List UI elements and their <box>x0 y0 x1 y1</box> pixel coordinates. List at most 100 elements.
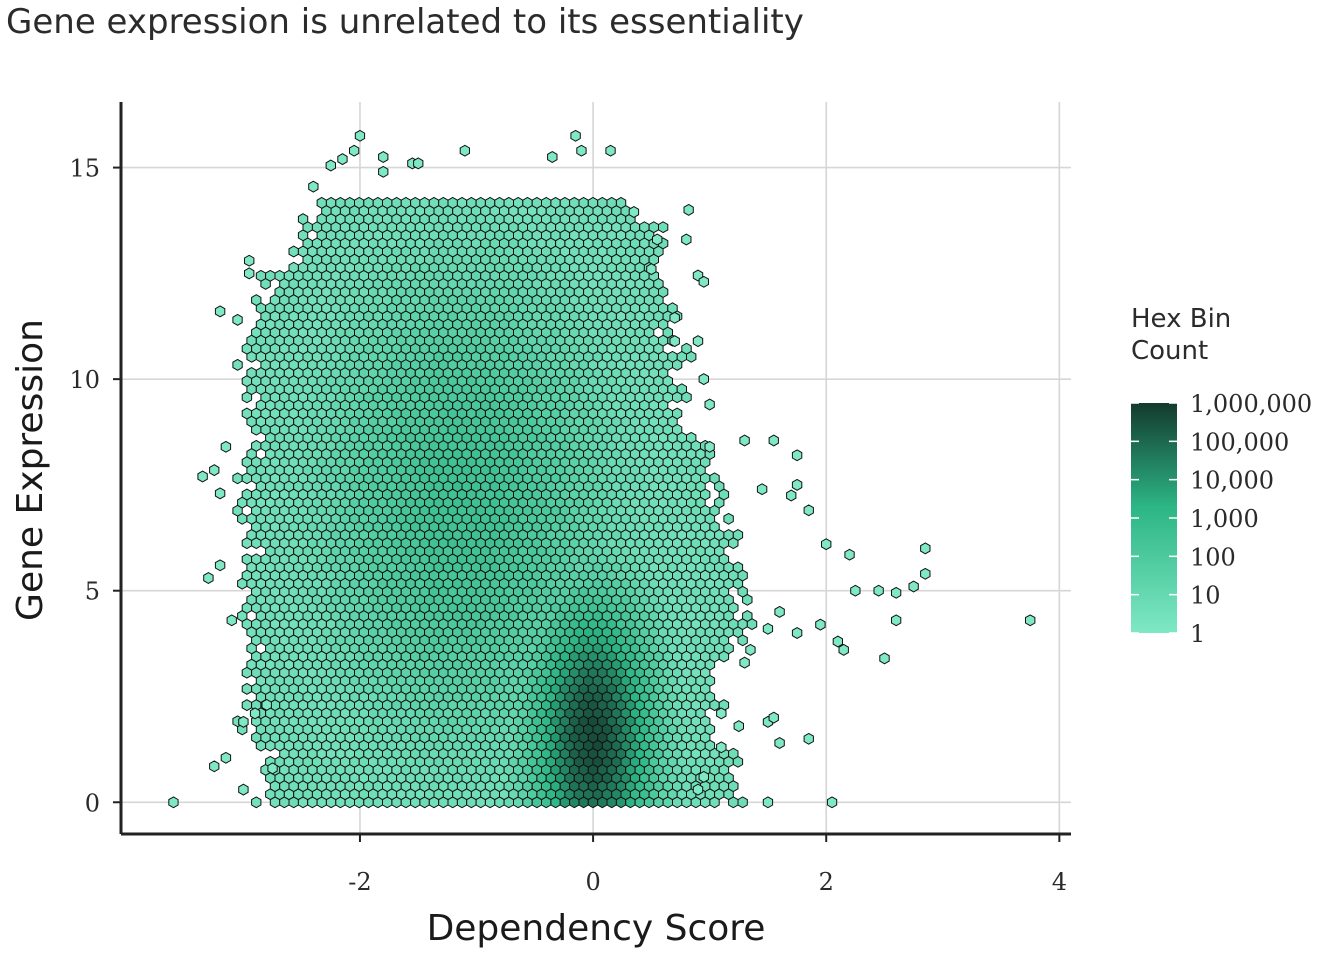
hex-bin-outlier <box>197 470 208 483</box>
hex-bin-outlier <box>908 580 919 593</box>
hex-bin <box>400 196 412 209</box>
hex-bin-outlier <box>238 715 249 728</box>
hex-bin-outlier <box>214 305 226 318</box>
hex-bin-outlier <box>646 263 657 276</box>
legend-label: 10 <box>1190 582 1221 610</box>
hex-bin <box>447 196 458 209</box>
hex-bin-outlier <box>873 584 884 597</box>
hex-bin-outlier <box>214 487 226 500</box>
hex-bin-outlier <box>920 567 931 580</box>
hex-bin <box>723 512 734 525</box>
legend-title-line2: Count <box>1131 336 1208 366</box>
hex-bin-outlier <box>214 559 226 572</box>
hex-bin <box>484 196 496 209</box>
hex-bin <box>251 796 262 809</box>
hex-bin-outlier <box>378 165 389 178</box>
hex-bin-outlier <box>698 770 709 783</box>
hex-bin-outlier <box>832 635 843 648</box>
color-legend: Hex Bin Count 1,000,000 100,000 10,000 1,00… <box>1131 304 1312 648</box>
hex-bin-outlier <box>249 707 261 720</box>
hex-bin-outlier <box>168 796 179 809</box>
x-tick-label: 0 <box>585 868 600 896</box>
hex-bin-outlier <box>733 720 744 733</box>
hex-bin-outlier <box>337 153 348 166</box>
hex-bin <box>391 196 402 209</box>
hex-bin-outlier <box>803 732 814 745</box>
hex-bin <box>325 196 337 209</box>
hex-bin-outlier <box>756 483 768 496</box>
y-tick-label: 10 <box>69 366 100 394</box>
hex-bin-outlier <box>826 796 838 809</box>
y-tick-label: 0 <box>85 789 100 817</box>
hex-bin-outlier <box>354 129 366 142</box>
hex-bin <box>297 213 309 226</box>
hex-bin <box>615 196 627 209</box>
hex-bin-outlier <box>605 144 616 157</box>
hex-bin-outlier <box>774 737 785 749</box>
hex-bin-outlier <box>232 313 243 326</box>
hex-bin-outlier <box>762 622 774 635</box>
y-axis-ticks: 0 5 10 15 <box>69 155 121 817</box>
hex-bin <box>255 269 267 282</box>
hex-bin <box>513 196 524 209</box>
hex-bin <box>241 682 253 695</box>
hex-bin <box>732 561 744 574</box>
hex-bin <box>728 747 739 760</box>
hex-bin <box>597 196 608 209</box>
legend-label: 10,000 <box>1190 467 1274 495</box>
hex-bin <box>559 196 571 209</box>
legend-label: 1,000 <box>1190 505 1259 533</box>
hex-bin-outlier <box>209 464 220 477</box>
hex-bin <box>541 196 552 209</box>
hex-bin <box>456 196 468 209</box>
hex-bin <box>335 196 346 209</box>
hex-bin-outlier <box>745 643 756 656</box>
hex-bin-outlier <box>683 203 694 216</box>
hex-bin <box>742 610 753 622</box>
y-axis-title: Gene Expression <box>10 319 51 621</box>
legend-label: 100 <box>1190 543 1236 571</box>
hex-bin-outlier <box>378 151 389 163</box>
hex-bin-outlier <box>413 157 424 170</box>
hex-bin-outlier <box>681 233 692 246</box>
hex-bin-outlier <box>739 434 750 447</box>
hex-bin-outlier <box>203 572 214 584</box>
x-tick-label: -2 <box>348 868 371 896</box>
hex-bin-outlier <box>791 627 803 639</box>
legend-label: 1 <box>1190 620 1205 648</box>
x-axis-title: Dependency Score <box>427 908 766 949</box>
hex-bin <box>265 269 276 282</box>
hex-bin <box>658 221 669 234</box>
hex-bin-outlier <box>267 762 278 775</box>
hex-bin <box>438 196 449 209</box>
hex-bin <box>676 383 687 396</box>
hex-bin-outlier <box>821 538 832 551</box>
hex-bin-outlier <box>768 711 779 724</box>
hex-bin-outlier <box>791 478 803 491</box>
hex-bin-outlier <box>698 373 709 386</box>
hex-bin-outlier <box>891 614 902 627</box>
hex-bin <box>709 472 720 485</box>
hex-bin-outlier <box>791 449 803 462</box>
hex-bin-outlier <box>669 311 680 324</box>
hex-bin <box>288 245 299 258</box>
hex-bin <box>241 699 253 712</box>
hex-bin-outlier <box>238 783 249 796</box>
hex-bin-outlier <box>844 548 855 561</box>
hex-bin <box>494 196 505 209</box>
hex-bin <box>503 196 514 209</box>
hex-bin <box>569 196 580 209</box>
hex-bin-outlier <box>244 267 255 280</box>
hex-bin-outlier <box>209 760 220 773</box>
hex-bin <box>550 196 561 209</box>
hex-bin-outlier <box>261 698 272 711</box>
hex-bin-outlier <box>220 440 232 453</box>
hex-bin-outlier <box>739 656 750 669</box>
hex-bin <box>232 472 243 485</box>
hex-bin <box>732 529 744 541</box>
hex-bin-outlier <box>698 275 709 288</box>
y-tick-label: 15 <box>69 155 100 183</box>
hex-bin <box>241 488 253 501</box>
hex-bin-outlier <box>786 489 797 502</box>
chart-title: Gene expression is unrelated to its esse… <box>6 2 804 42</box>
